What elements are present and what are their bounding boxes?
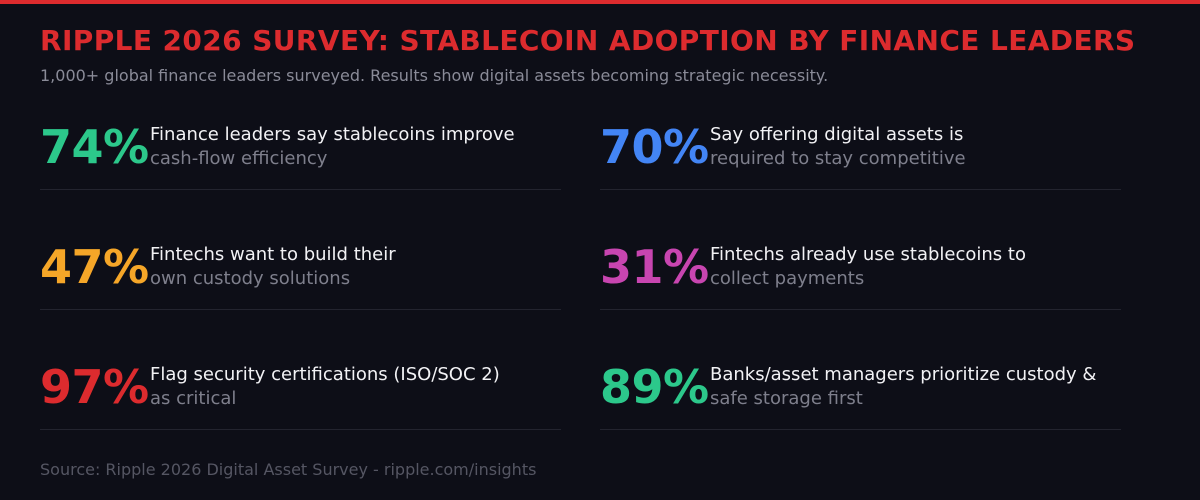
source-footnote: Source: Ripple 2026 Digital Asset Survey… (40, 460, 537, 479)
stat-label-primary: Banks/asset managers prioritize custody … (710, 364, 1097, 385)
page-subtitle: 1,000+ global finance leaders surveyed. … (40, 66, 829, 85)
stat-card-payments: 31% Fintechs already use stablecoins to … (600, 240, 1121, 310)
stat-label-secondary: own custody solutions (150, 268, 351, 289)
stat-label-primary: Fintechs already use stablecoins to (710, 244, 1026, 265)
stat-label-secondary: required to stay competitive (710, 148, 966, 169)
stat-card-cashflow: 74% Finance leaders say stablecoins impr… (40, 120, 561, 190)
stat-label-secondary: collect payments (710, 268, 865, 289)
stat-value: 70% (600, 120, 709, 174)
stat-label-primary: Fintechs want to build their (150, 244, 396, 265)
stat-value: 74% (40, 120, 149, 174)
stat-label-secondary: as critical (150, 388, 237, 409)
stat-card-storage: 89% Banks/asset managers prioritize cust… (600, 360, 1121, 430)
stat-label-primary: Say offering digital assets is (710, 124, 964, 145)
top-accent-bar (0, 0, 1200, 4)
stat-card-custody-build: 47% Fintechs want to build their own cus… (40, 240, 561, 310)
stat-card-security: 97% Flag security certifications (ISO/SO… (40, 360, 561, 430)
stat-value: 31% (600, 240, 709, 294)
stat-value: 97% (40, 360, 149, 414)
stat-value: 89% (600, 360, 709, 414)
stat-value: 47% (40, 240, 149, 294)
stat-label-secondary: cash-flow efficiency (150, 148, 328, 169)
stat-card-competitive: 70% Say offering digital assets is requi… (600, 120, 1121, 190)
stat-label-primary: Flag security certifications (ISO/SOC 2) (150, 364, 500, 385)
stat-label-primary: Finance leaders say stablecoins improve (150, 124, 515, 145)
page-title: RIPPLE 2026 SURVEY: STABLECOIN ADOPTION … (40, 24, 1136, 57)
stat-label-secondary: safe storage first (710, 388, 863, 409)
